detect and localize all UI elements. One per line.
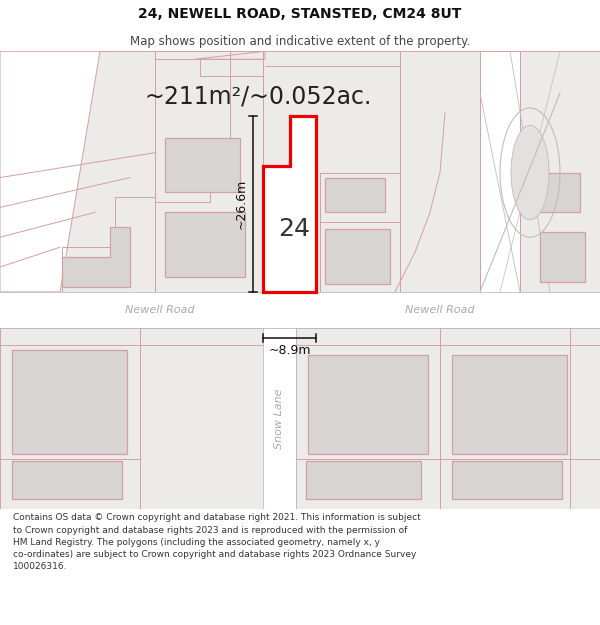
- Polygon shape: [0, 51, 100, 292]
- Polygon shape: [62, 228, 130, 287]
- Bar: [165, 213, 245, 277]
- Text: 24: 24: [278, 217, 311, 241]
- Polygon shape: [520, 51, 600, 292]
- Bar: [165, 138, 240, 192]
- Polygon shape: [263, 116, 316, 292]
- Text: ~8.9m: ~8.9m: [268, 344, 311, 357]
- Bar: [263, 328, 296, 509]
- Polygon shape: [296, 328, 440, 509]
- Polygon shape: [263, 51, 400, 292]
- Polygon shape: [400, 51, 480, 292]
- Bar: [540, 232, 585, 282]
- Bar: [452, 354, 567, 454]
- Ellipse shape: [511, 126, 549, 220]
- Polygon shape: [155, 51, 263, 292]
- Text: Newell Road: Newell Road: [125, 305, 195, 315]
- Bar: [452, 461, 562, 499]
- Bar: [12, 461, 122, 499]
- Polygon shape: [480, 51, 520, 292]
- Text: Newell Road: Newell Road: [405, 305, 475, 315]
- Bar: [12, 349, 127, 454]
- Polygon shape: [440, 328, 600, 509]
- Text: ~26.6m: ~26.6m: [235, 179, 248, 229]
- Bar: [540, 173, 580, 213]
- Text: Snow Lane: Snow Lane: [275, 389, 284, 449]
- Polygon shape: [0, 51, 155, 292]
- Text: Map shows position and indicative extent of the property.: Map shows position and indicative extent…: [130, 34, 470, 48]
- Text: 24, NEWELL ROAD, STANSTED, CM24 8UT: 24, NEWELL ROAD, STANSTED, CM24 8UT: [139, 8, 461, 21]
- Polygon shape: [0, 328, 263, 509]
- Text: Contains OS data © Crown copyright and database right 2021. This information is : Contains OS data © Crown copyright and d…: [13, 513, 421, 571]
- Bar: [325, 229, 390, 284]
- Text: ~211m²/~0.052ac.: ~211m²/~0.052ac.: [145, 84, 371, 108]
- Bar: [308, 354, 428, 454]
- Bar: [306, 461, 421, 499]
- Bar: [0, 292, 600, 328]
- Bar: [325, 177, 385, 212]
